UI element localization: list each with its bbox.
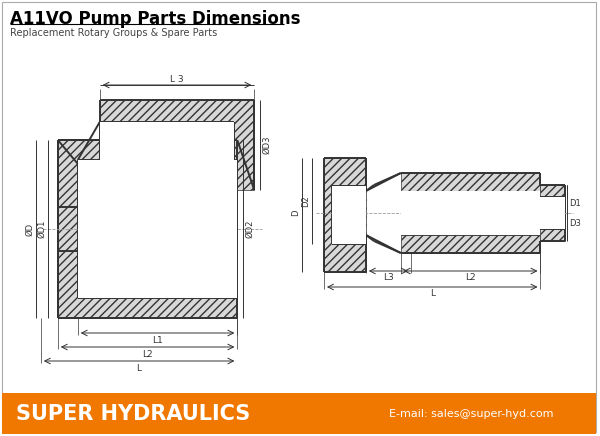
Bar: [2, 393, 596, 434]
Bar: [100, 122, 235, 168]
Text: D2: D2: [301, 195, 310, 207]
Bar: [332, 186, 366, 244]
Polygon shape: [182, 201, 238, 257]
Polygon shape: [401, 173, 541, 191]
Text: D3: D3: [569, 219, 581, 228]
Text: ØD1: ØD1: [37, 220, 46, 238]
Text: ØD: ØD: [25, 222, 34, 235]
Text: L 3: L 3: [170, 75, 184, 84]
Text: A11VO Pump Parts Dimensions: A11VO Pump Parts Dimensions: [10, 10, 301, 28]
Bar: [187, 206, 238, 252]
Polygon shape: [324, 158, 366, 272]
Polygon shape: [78, 207, 137, 251]
Text: ØD3: ØD3: [262, 136, 271, 154]
Bar: [100, 122, 214, 168]
Bar: [401, 191, 541, 235]
Bar: [78, 160, 238, 298]
Bar: [541, 197, 565, 229]
Polygon shape: [541, 185, 565, 241]
Text: D1: D1: [569, 199, 581, 208]
Text: Replacement Rotary Groups & Spare Parts: Replacement Rotary Groups & Spare Parts: [10, 28, 217, 38]
Text: L2: L2: [142, 350, 153, 358]
Text: SUPER HYDRAULICS: SUPER HYDRAULICS: [16, 403, 250, 423]
Text: L3: L3: [383, 272, 394, 282]
Text: L1: L1: [152, 335, 163, 344]
Text: L2: L2: [466, 272, 476, 282]
Polygon shape: [58, 140, 238, 318]
Text: ØD2: ØD2: [245, 220, 254, 238]
Text: D: D: [291, 210, 300, 216]
Text: E-mail: sales@super-hyd.com: E-mail: sales@super-hyd.com: [389, 409, 553, 419]
Text: L: L: [137, 364, 142, 372]
Polygon shape: [100, 100, 254, 190]
Polygon shape: [401, 235, 541, 253]
Text: L: L: [430, 289, 435, 297]
